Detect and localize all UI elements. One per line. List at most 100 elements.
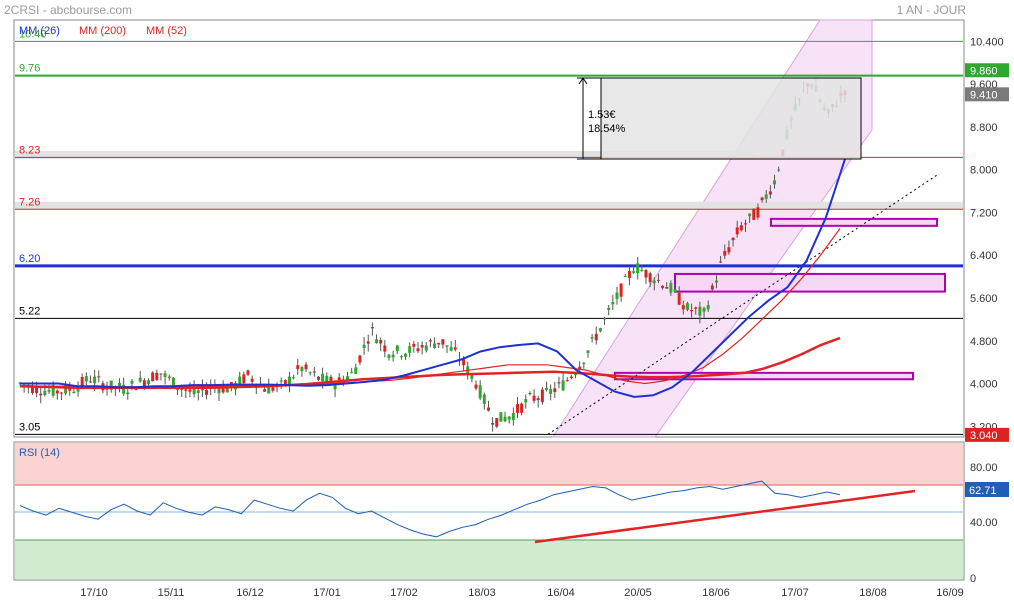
- candle-body: [316, 376, 320, 380]
- x-tick-label: 15/11: [158, 587, 185, 599]
- candle-body: [636, 263, 640, 274]
- y-tick-label: 7.200: [970, 207, 998, 219]
- candle-body: [196, 390, 200, 394]
- candle-body: [619, 283, 623, 297]
- candle-body: [30, 385, 34, 393]
- candle-body: [491, 423, 495, 425]
- candle-body: [424, 345, 428, 351]
- rsi-value-badge: [965, 482, 1009, 497]
- candle-body: [366, 341, 370, 344]
- candle-body: [470, 374, 474, 379]
- candle-body: [122, 384, 126, 394]
- candle-body: [623, 276, 627, 278]
- candle-body: [395, 345, 399, 352]
- candle-body: [225, 388, 229, 393]
- candle-body: [511, 413, 515, 421]
- candle-body: [673, 289, 677, 292]
- candle-body: [764, 194, 768, 199]
- legend-rsi: RSI (14): [19, 447, 60, 459]
- candle-body: [375, 339, 379, 344]
- candle-body: [495, 418, 499, 427]
- candle-body: [370, 327, 374, 329]
- level-label-3: 7.26: [19, 196, 40, 208]
- candle-body: [665, 287, 669, 289]
- candle-body: [379, 340, 383, 344]
- candle-body: [524, 399, 528, 403]
- rsi-tick-80: 80.00: [970, 462, 998, 474]
- candle-body: [685, 303, 689, 310]
- candle-body: [603, 318, 607, 320]
- candle-body: [346, 376, 350, 380]
- candle-body: [80, 376, 84, 386]
- candle-body: [142, 380, 146, 387]
- rsi-support-line: [534, 489, 916, 544]
- candle-body: [321, 373, 325, 382]
- candle-body: [615, 292, 619, 300]
- candle-body: [267, 385, 271, 394]
- period-label: 1 AN - JOUR: [896, 3, 966, 17]
- candle-body: [51, 384, 55, 396]
- candle-body: [159, 373, 163, 375]
- candle-body: [714, 280, 718, 283]
- candle-body: [445, 345, 449, 347]
- candle-body: [155, 372, 159, 381]
- candle-body: [656, 279, 660, 281]
- x-tick-label: 20/05: [624, 587, 652, 599]
- candle-body: [677, 292, 681, 305]
- candle-body: [333, 385, 337, 390]
- candle-body: [528, 393, 532, 395]
- candle-body: [68, 387, 72, 391]
- candle-body: [503, 416, 507, 422]
- candle-body: [611, 301, 615, 305]
- rsi-overbought-zone: [15, 443, 963, 485]
- candle-body: [549, 389, 553, 394]
- candle-body: [358, 355, 362, 363]
- candle-body: [93, 376, 97, 384]
- candle-body: [453, 347, 457, 350]
- y-tick-label: 4.000: [970, 379, 998, 391]
- y-tick-label: 10.400: [970, 36, 1004, 48]
- candle-body: [416, 348, 420, 352]
- candle-body: [250, 378, 254, 382]
- candle-body: [744, 223, 748, 225]
- candle-body: [719, 261, 723, 263]
- rsi-tick-0: 0: [970, 573, 976, 585]
- candle-body: [184, 389, 188, 391]
- candle-body: [246, 370, 250, 375]
- candle-body: [441, 339, 445, 345]
- candle-body: [109, 380, 113, 390]
- chart-title: 2CRSI - abcbourse.com: [4, 3, 133, 17]
- legend-mm26: MM (26): [19, 25, 60, 37]
- x-tick-label: 17/10: [80, 587, 108, 599]
- x-tick-label: 17/07: [781, 587, 809, 599]
- candle-body: [694, 307, 698, 309]
- candle-body: [648, 273, 652, 283]
- candle-body: [727, 247, 731, 253]
- candle-body: [561, 380, 565, 391]
- candle-body: [582, 362, 586, 365]
- candle-body: [540, 389, 544, 403]
- candle-body: [478, 385, 482, 399]
- candle-body: [325, 375, 329, 382]
- candle-body: [408, 346, 412, 353]
- candle-body: [171, 377, 175, 389]
- x-tick-label: 18/03: [468, 587, 496, 599]
- candle-body: [412, 343, 416, 347]
- rsi-oversold-zone: [15, 540, 963, 579]
- candle-body: [126, 392, 130, 395]
- header-bar: 2CRSI - abcbourse.com 1 AN - JOUR: [0, 0, 1014, 18]
- x-tick-label: 16/12: [236, 587, 264, 599]
- candle-body: [176, 388, 180, 391]
- candle-body: [661, 285, 665, 289]
- candle-body: [180, 388, 184, 390]
- candle-body: [76, 386, 80, 392]
- candle-body: [292, 377, 296, 379]
- candle-body: [428, 340, 432, 342]
- candle-body: [681, 305, 685, 310]
- zone-box-2: [674, 272, 946, 293]
- candle-body: [433, 343, 437, 349]
- candle-body: [565, 380, 569, 382]
- candle-body: [598, 328, 602, 332]
- candle-body: [515, 404, 519, 413]
- candle-body: [632, 271, 636, 273]
